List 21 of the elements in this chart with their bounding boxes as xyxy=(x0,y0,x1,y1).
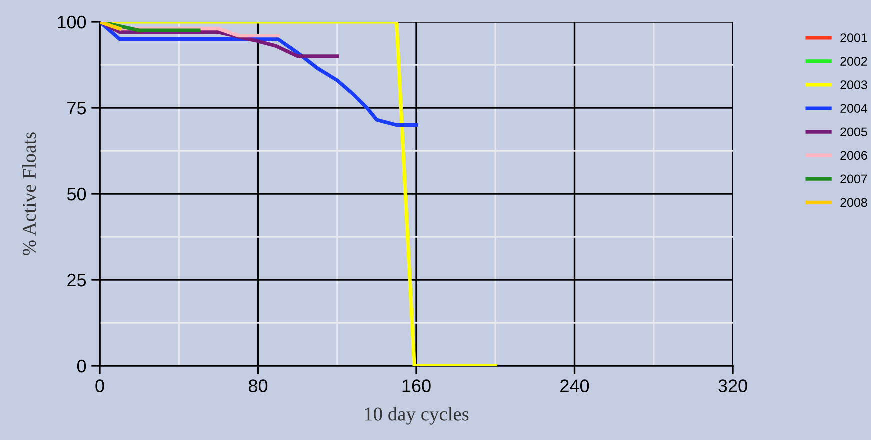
y-tick-label: 25 xyxy=(68,274,86,287)
x-tick-label: 240 xyxy=(560,380,590,392)
x-tick-label: 80 xyxy=(248,380,268,392)
legend-label: 2005 xyxy=(840,128,868,137)
y-tick-label: 75 xyxy=(68,102,86,115)
x-axis-title: 10 day cycles xyxy=(365,407,469,425)
legend-label: 2001 xyxy=(840,34,868,42)
legend-label: 2002 xyxy=(840,57,868,66)
legend-label: 2007 xyxy=(840,174,868,184)
y-tick-label: 0 xyxy=(77,360,86,373)
y-tick-label: 100 xyxy=(58,16,86,29)
legend-label: 2006 xyxy=(840,151,868,160)
y-tick-label: 50 xyxy=(67,188,86,201)
x-tick-label: 320 xyxy=(718,380,748,392)
legend-label: 2004 xyxy=(840,104,868,114)
line-series xyxy=(100,22,418,128)
legend-label: 2008 xyxy=(840,198,868,208)
x-tick-label: 0 xyxy=(96,380,104,392)
legend-label: 2003 xyxy=(840,80,868,90)
y-axis-title: % Active Floats xyxy=(22,132,36,256)
x-tick-label: 160 xyxy=(402,380,431,392)
